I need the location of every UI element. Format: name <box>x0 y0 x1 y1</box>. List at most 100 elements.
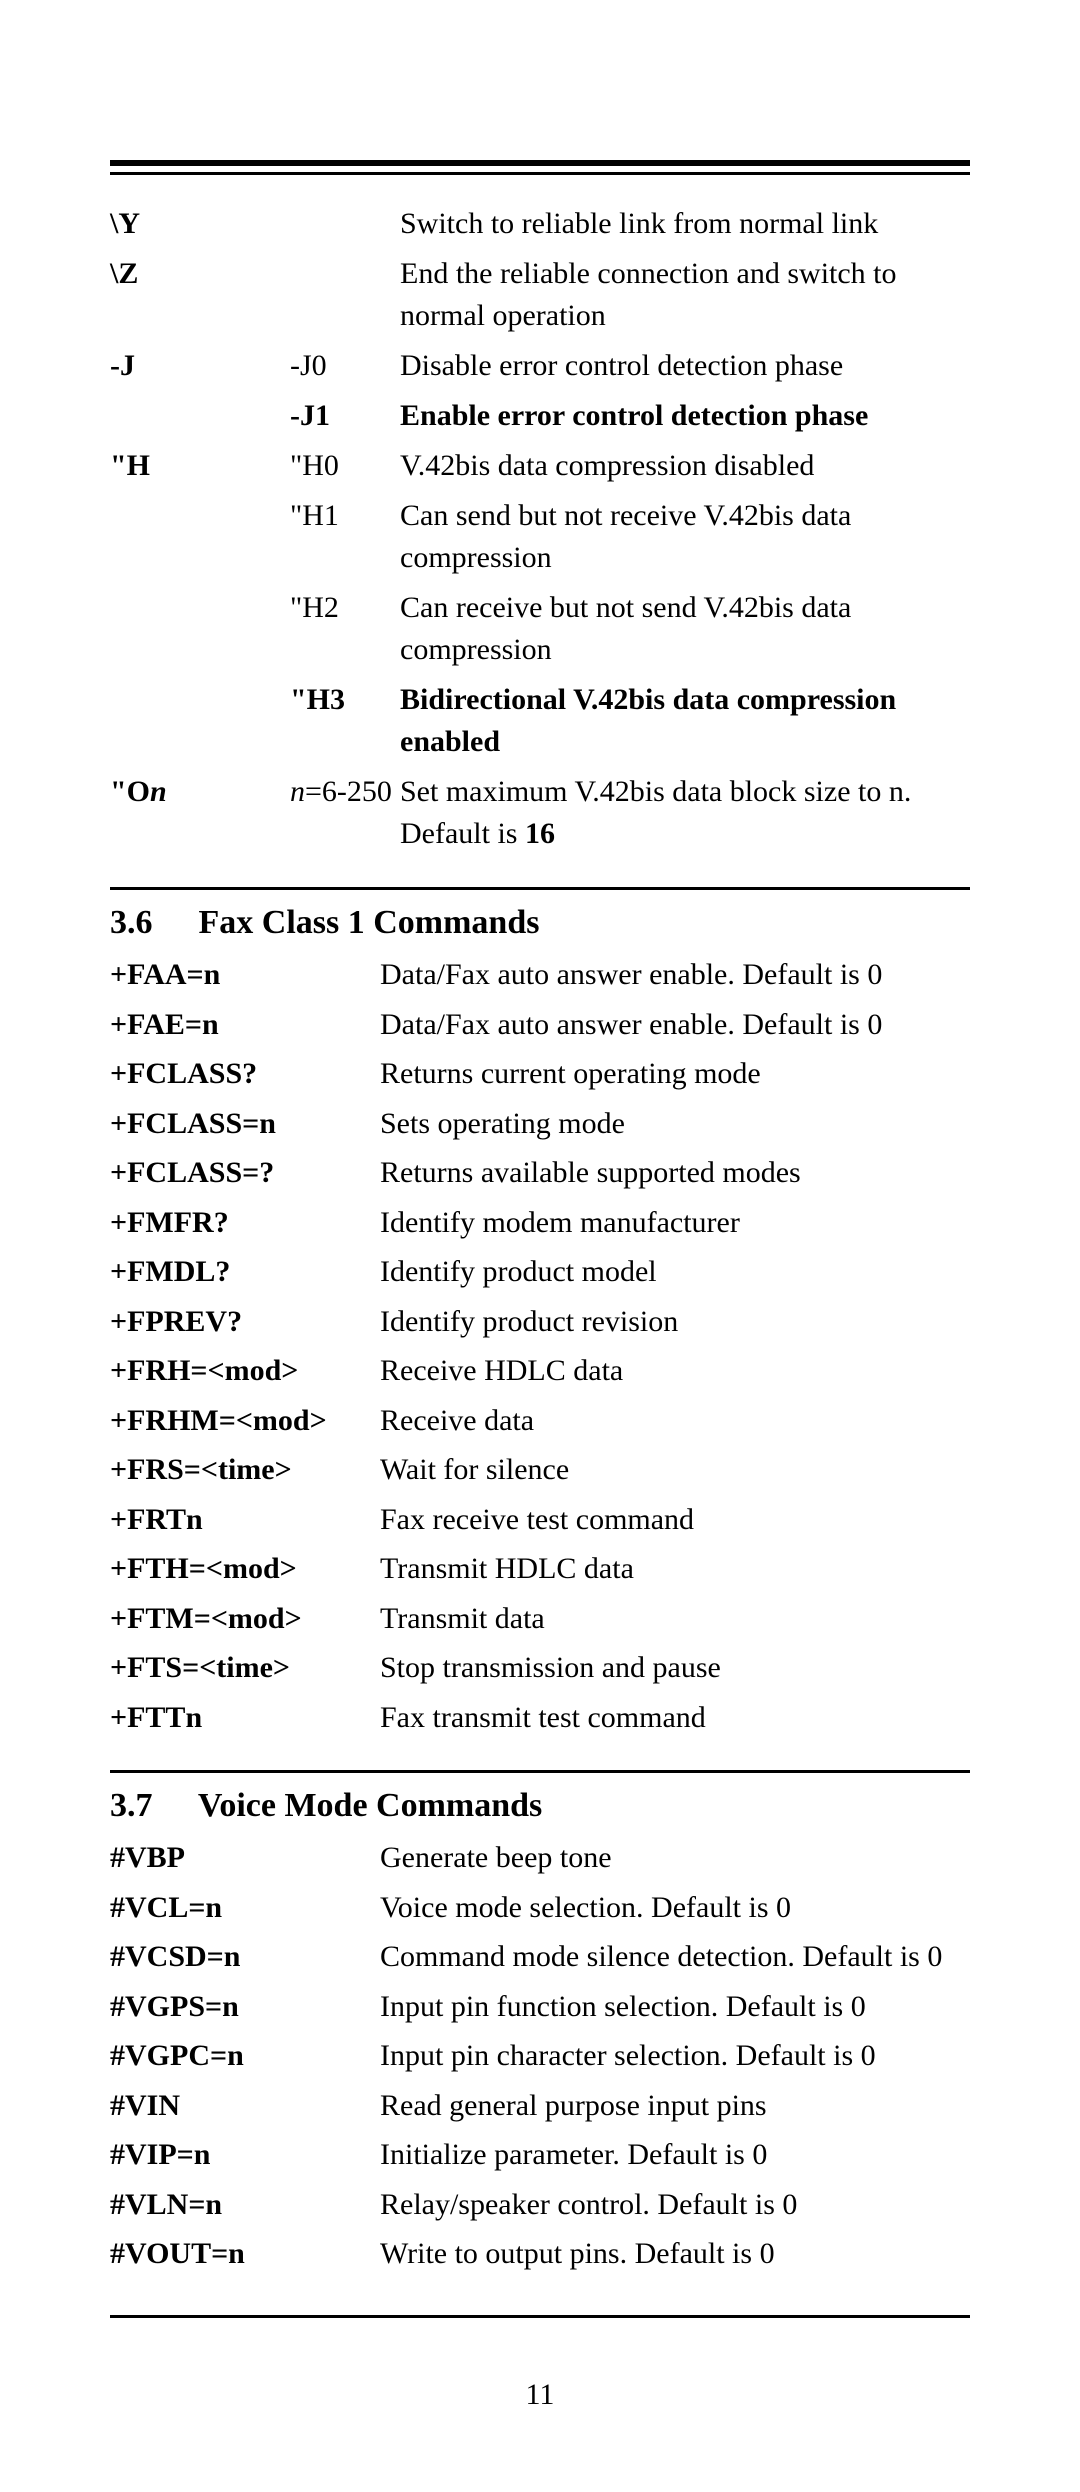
cmd-desc: Transmit HDLC data <box>380 1544 970 1594</box>
cmd-desc: Input pin character selection. Default i… <box>380 2031 970 2081</box>
table-row: +FTS=<time>Stop transmission and pause <box>110 1643 970 1693</box>
cmd-col-b: "H3 <box>290 675 400 767</box>
cmd-col-c: Bidirectional V.42bis data compression e… <box>400 675 970 767</box>
cmd-name: +FCLASS=n <box>110 1099 380 1149</box>
cmd-col-c: Can receive but not send V.42bis data co… <box>400 583 970 675</box>
cmd-name: #VCL=n <box>110 1883 380 1933</box>
table-row: \ZEnd the reliable connection and switch… <box>110 249 970 341</box>
cmd-name: +FAE=n <box>110 1000 380 1050</box>
table-row: #VLN=nRelay/speaker control. Default is … <box>110 2180 970 2230</box>
cmd-desc: Initialize parameter. Default is 0 <box>380 2130 970 2180</box>
cmd-name: +FCLASS=? <box>110 1148 380 1198</box>
cmd-name: +FMFR? <box>110 1198 380 1248</box>
table-row: -J-J0Disable error control detection pha… <box>110 341 970 391</box>
section-fax-num: 3.6 <box>110 904 190 942</box>
cmd-col-b: "H0 <box>290 441 400 491</box>
section-voice-num: 3.7 <box>110 1787 190 1825</box>
cmd-desc: Input pin function selection. Default is… <box>380 1982 970 2032</box>
cmd-name: +FRH=<mod> <box>110 1346 380 1396</box>
cmd-col-c: Disable error control detection phase <box>400 341 970 391</box>
table-row: +FTH=<mod>Transmit HDLC data <box>110 1544 970 1594</box>
cmd-name: +FTTn <box>110 1693 380 1743</box>
table-row: +FCLASS?Returns current operating mode <box>110 1049 970 1099</box>
table-row: #VOUT=nWrite to output pins. Default is … <box>110 2229 970 2279</box>
table-row: +FRHM=<mod>Receive data <box>110 1396 970 1446</box>
compression-commands-table: \Y Switch to reliable link from normal li… <box>110 199 970 859</box>
table-row: #VIP=nInitialize parameter. Default is 0 <box>110 2130 970 2180</box>
cmd-desc: Command mode silence detection. Default … <box>380 1932 970 1982</box>
table-row: #VINRead general purpose input pins <box>110 2081 970 2131</box>
cmd-desc: Sets operating mode <box>380 1099 970 1149</box>
cmd-col-a: \Y <box>110 199 290 249</box>
cmd-name: +FTH=<mod> <box>110 1544 380 1594</box>
cmd-name: +FTS=<time> <box>110 1643 380 1693</box>
cmd-name: +FPREV? <box>110 1297 380 1347</box>
cmd-col-a: -J <box>110 341 290 391</box>
table-row: #VBPGenerate beep tone <box>110 1833 970 1883</box>
voice-commands-table: #VBPGenerate beep tone#VCL=nVoice mode s… <box>110 1833 970 2279</box>
divider-2 <box>110 1770 970 1773</box>
table-row: "H"H0V.42bis data compression disabled <box>110 441 970 491</box>
cmd-desc: Relay/speaker control. Default is 0 <box>380 2180 970 2230</box>
cmd-col-b: -J1 <box>290 391 400 441</box>
cmd-name: +FAA=n <box>110 950 380 1000</box>
cmd-name: +FCLASS? <box>110 1049 380 1099</box>
cmd-desc: Transmit data <box>380 1594 970 1644</box>
fax-commands-table: +FAA=nData/Fax auto answer enable. Defau… <box>110 950 970 1742</box>
cmd-col-b: -J0 <box>290 341 400 391</box>
table-row: #VCL=nVoice mode selection. Default is 0 <box>110 1883 970 1933</box>
cmd-desc: Identify product revision <box>380 1297 970 1347</box>
cmd-name: #VGPC=n <box>110 2031 380 2081</box>
cmd-name: +FMDL? <box>110 1247 380 1297</box>
table-row: +FAE=nData/Fax auto answer enable. Defau… <box>110 1000 970 1050</box>
cmd-desc: Receive HDLC data <box>380 1346 970 1396</box>
cmd-col-c: Enable error control detection phase <box>400 391 970 441</box>
cmd-desc: Identify product model <box>380 1247 970 1297</box>
table-row: "H2Can receive but not send V.42bis data… <box>110 583 970 675</box>
cmd-col-c: Switch to reliable link from normal link <box>400 199 970 249</box>
cmd-col-a: "On <box>110 767 290 859</box>
section-fax-heading: 3.6 Fax Class 1 Commands <box>110 904 970 942</box>
cmd-name: +FRTn <box>110 1495 380 1545</box>
page-number: 11 <box>110 2378 970 2412</box>
cmd-name: #VBP <box>110 1833 380 1883</box>
cmd-col-a <box>110 675 290 767</box>
cmd-desc: Receive data <box>380 1396 970 1446</box>
divider-1 <box>110 887 970 890</box>
table-row: "Onn=6-250Set maximum V.42bis data block… <box>110 767 970 859</box>
cmd-col-c: Can send but not receive V.42bis data co… <box>400 491 970 583</box>
cmd-desc: Wait for silence <box>380 1445 970 1495</box>
table-row: "H1Can send but not receive V.42bis data… <box>110 491 970 583</box>
cmd-col-a <box>110 583 290 675</box>
table-row: "H3Bidirectional V.42bis data compressio… <box>110 675 970 767</box>
table-row: +FCLASS=nSets operating mode <box>110 1099 970 1149</box>
cmd-col-a <box>110 391 290 441</box>
cmd-col-c: End the reliable connection and switch t… <box>400 249 970 341</box>
cmd-name: +FTM=<mod> <box>110 1594 380 1644</box>
table-row: +FPREV?Identify product revision <box>110 1297 970 1347</box>
cmd-name: #VIP=n <box>110 2130 380 2180</box>
table-row: +FRS=<time>Wait for silence <box>110 1445 970 1495</box>
cmd-col-b: n=6-250 <box>290 767 400 859</box>
cmd-desc: Voice mode selection. Default is 0 <box>380 1883 970 1933</box>
cmd-desc: Stop transmission and pause <box>380 1643 970 1693</box>
cmd-desc: Fax transmit test command <box>380 1693 970 1743</box>
cmd-desc: Identify modem manufacturer <box>380 1198 970 1248</box>
section-voice-heading: 3.7 Voice Mode Commands <box>110 1787 970 1825</box>
cmd-desc: Returns available supported modes <box>380 1148 970 1198</box>
cmd-col-b: "H1 <box>290 491 400 583</box>
section-fax-title: Fax Class 1 Commands <box>199 904 540 941</box>
cmd-name: +FRHM=<mod> <box>110 1396 380 1446</box>
cmd-desc: Fax receive test command <box>380 1495 970 1545</box>
table-row: +FTTnFax transmit test command <box>110 1693 970 1743</box>
cmd-col-c: Set maximum V.42bis data block size to n… <box>400 767 970 859</box>
cmd-name: #VLN=n <box>110 2180 380 2230</box>
cmd-desc: Write to output pins. Default is 0 <box>380 2229 970 2279</box>
cmd-name: #VCSD=n <box>110 1932 380 1982</box>
cmd-col-a: "H <box>110 441 290 491</box>
cmd-desc: Generate beep tone <box>380 1833 970 1883</box>
section-voice-title: Voice Mode Commands <box>198 1787 542 1824</box>
table-row: +FAA=nData/Fax auto answer enable. Defau… <box>110 950 970 1000</box>
table-row: #VGPC=nInput pin character selection. De… <box>110 2031 970 2081</box>
cmd-col-a <box>110 491 290 583</box>
